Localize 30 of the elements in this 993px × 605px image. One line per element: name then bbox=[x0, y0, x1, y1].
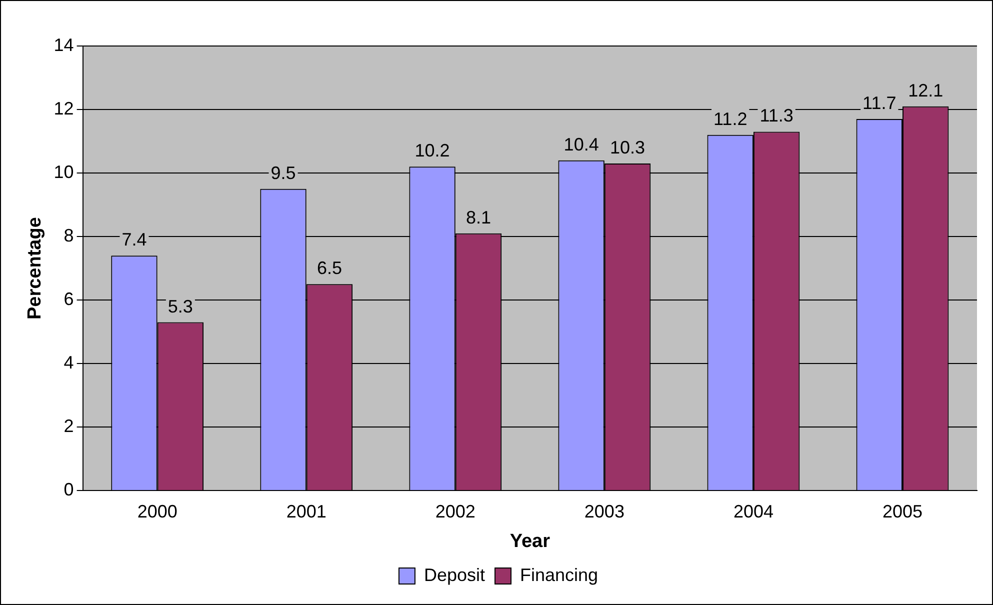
x-tick-label: 2005 bbox=[882, 501, 923, 522]
data-label: 11.3 bbox=[760, 106, 794, 126]
x-tick-label: 2003 bbox=[584, 501, 624, 522]
data-label: 9.5 bbox=[270, 162, 296, 183]
y-tick-label: 2 bbox=[64, 416, 74, 436]
y-tick-label: 0 bbox=[64, 480, 74, 500]
legend-label: Deposit bbox=[424, 564, 485, 585]
data-label: 6.5 bbox=[316, 258, 342, 278]
y-tick-label: 4 bbox=[64, 352, 74, 373]
data-label: 11.2 bbox=[714, 108, 748, 129]
y-tick-label: 12 bbox=[54, 98, 74, 118]
y-tick-label: 8 bbox=[64, 226, 74, 246]
data-label: 10.4 bbox=[564, 134, 599, 154]
data-label: 5.3 bbox=[168, 296, 193, 316]
y-tick-label: 10 bbox=[54, 162, 74, 182]
y-axis-title: Percentage bbox=[24, 217, 46, 320]
y-tick-label: 6 bbox=[64, 289, 74, 310]
x-tick-label: 2004 bbox=[733, 501, 774, 522]
x-tick-label: 2000 bbox=[137, 501, 178, 522]
data-label: 10.3 bbox=[610, 137, 646, 158]
x-tick-label: 2001 bbox=[286, 501, 326, 522]
data-label: 12.1 bbox=[908, 80, 944, 100]
x-tick-label: 2002 bbox=[435, 501, 476, 522]
legend-label: Financing bbox=[520, 564, 598, 585]
data-label: 10.2 bbox=[414, 140, 450, 161]
data-label: 8.1 bbox=[466, 207, 492, 228]
data-label: 7.4 bbox=[122, 230, 147, 250]
data-label: 11.7 bbox=[862, 93, 896, 114]
x-axis-title: Year bbox=[510, 530, 551, 552]
y-tick-label: 14 bbox=[54, 34, 74, 55]
